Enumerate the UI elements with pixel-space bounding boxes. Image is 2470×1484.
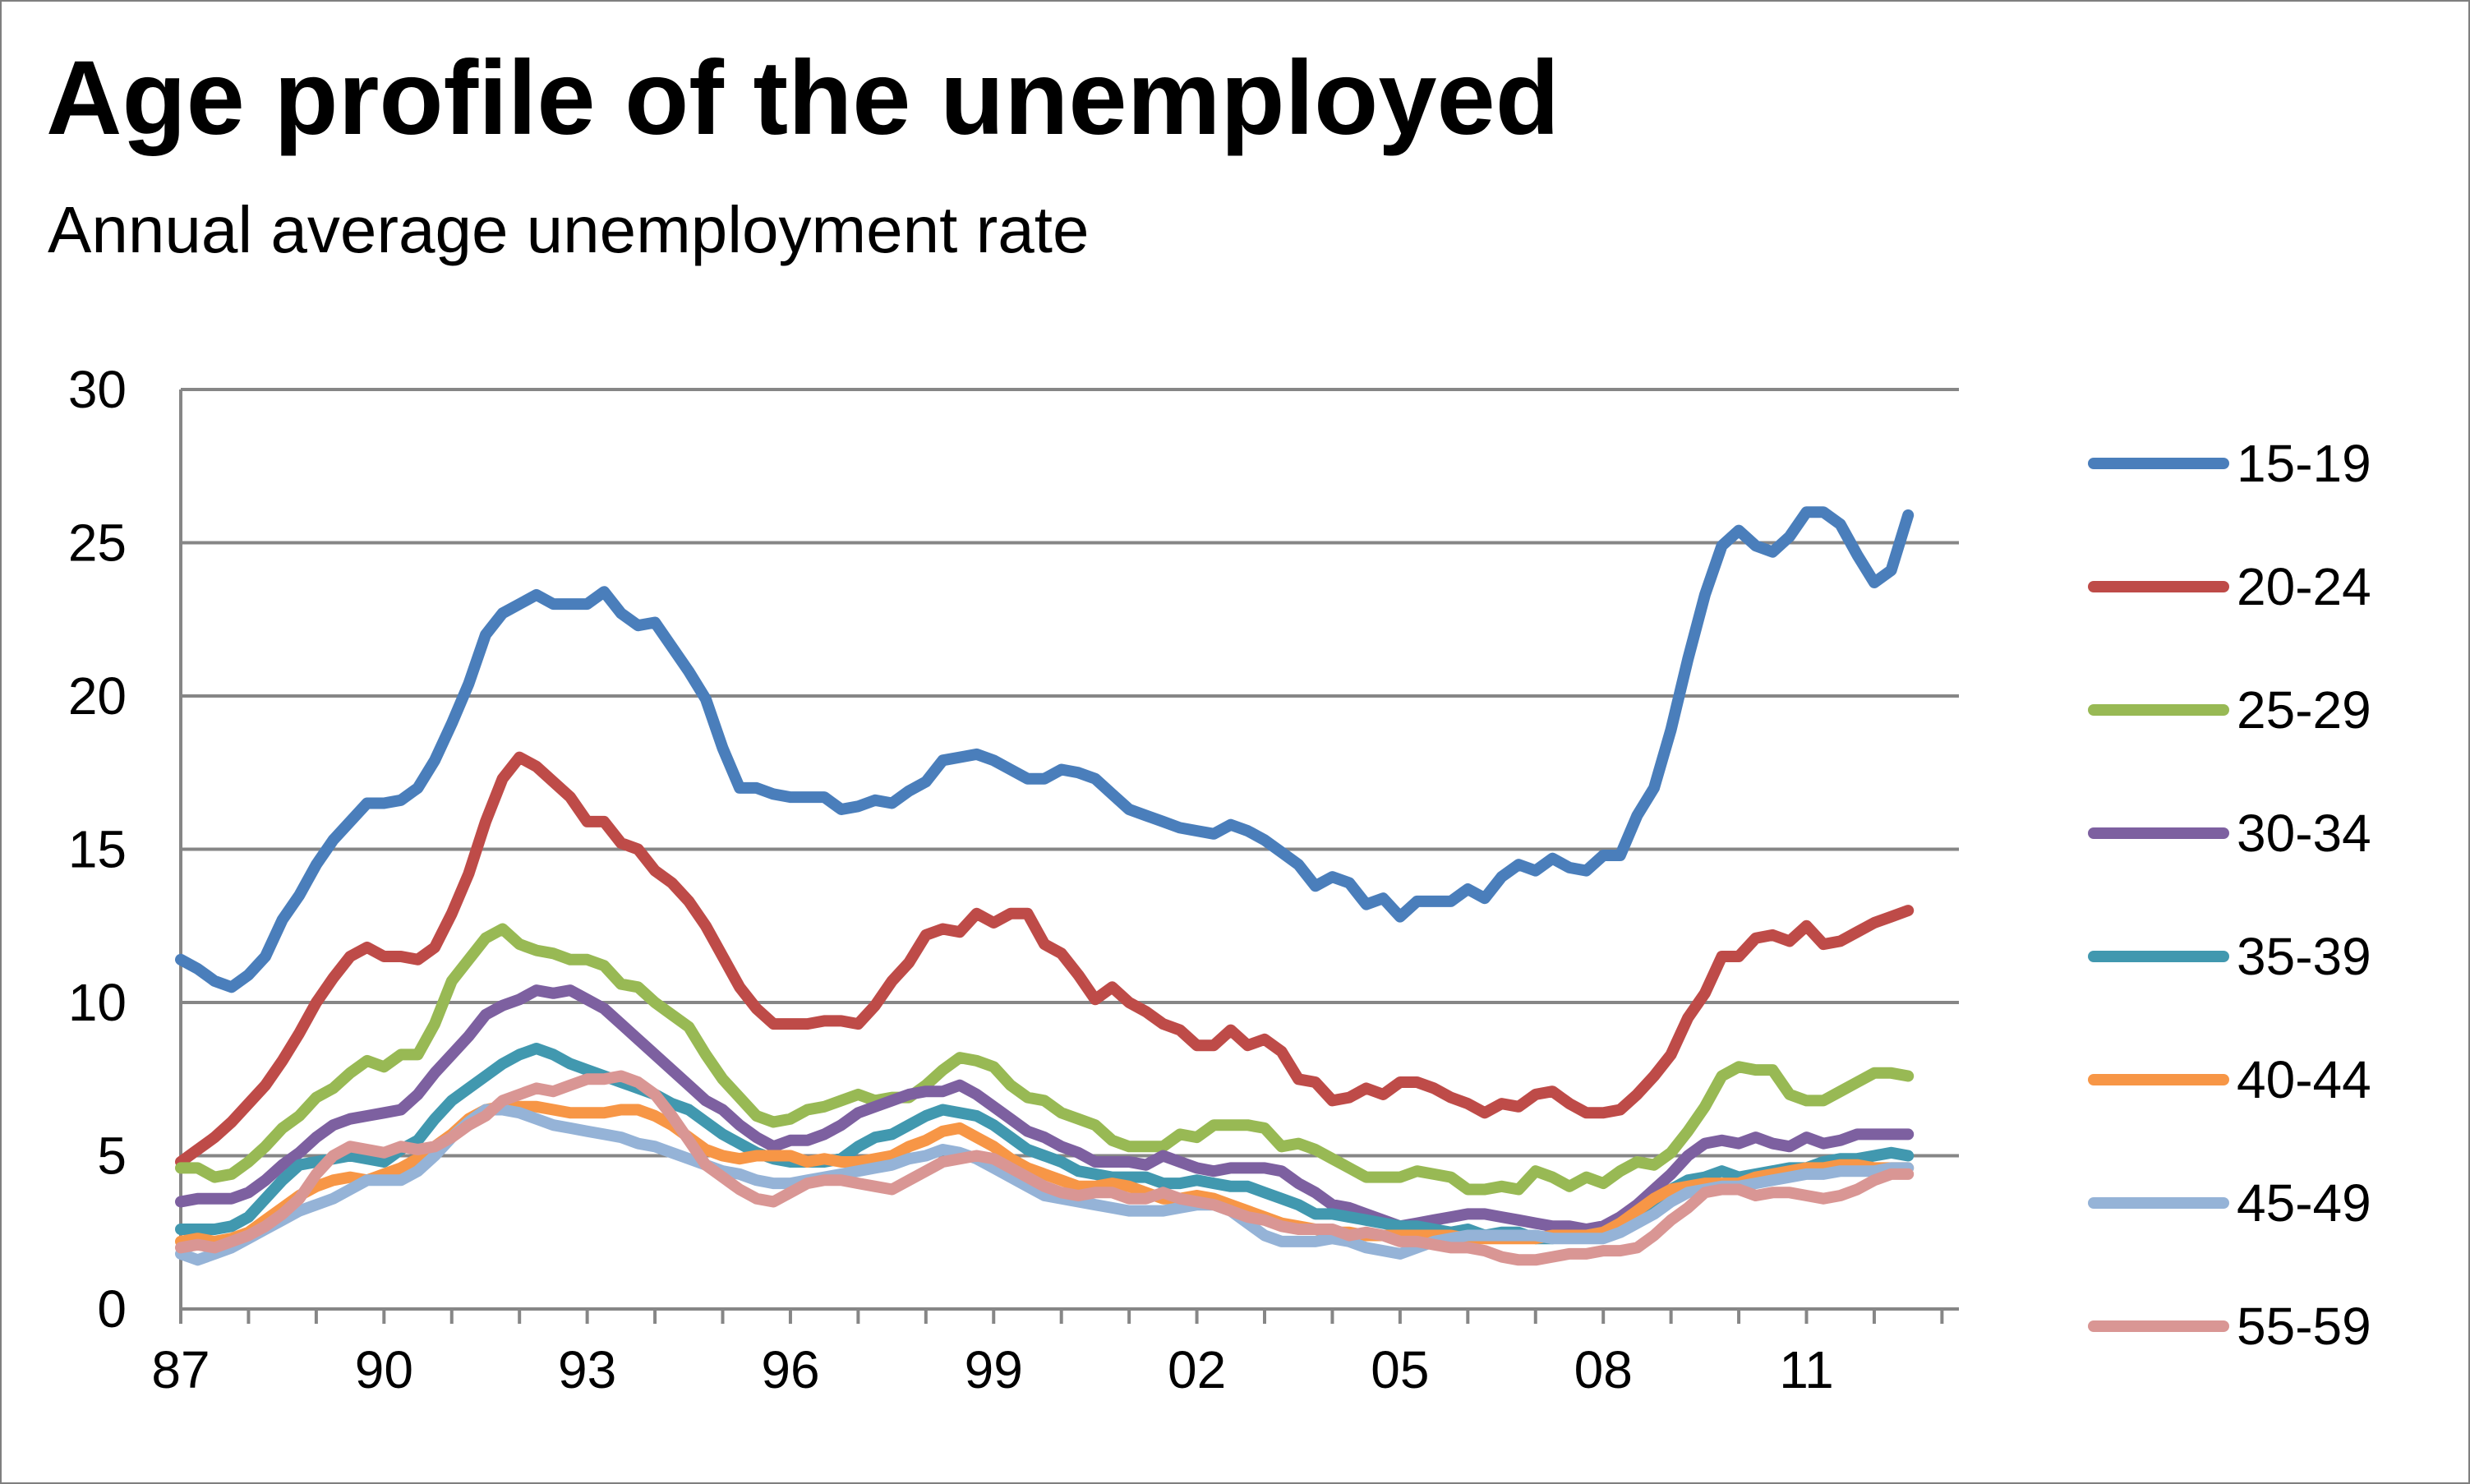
legend: 15-19 20-24 25-29 30-34 35-39 40-44 45-49 55-59 xyxy=(2088,434,2371,1356)
y-tick-label: 25 xyxy=(68,514,127,573)
chart-title: Age profile of the unemployed xyxy=(46,39,1560,157)
x-tick-label: 93 xyxy=(558,1340,616,1399)
y-tick-label: 15 xyxy=(68,820,127,879)
series-line-55-59 xyxy=(175,1070,1915,1266)
legend-label: 40-44 xyxy=(2237,1050,2371,1109)
series-line-15-19 xyxy=(175,506,1915,993)
series-line-20-24 xyxy=(175,751,1915,1168)
x-tick-label: 90 xyxy=(355,1340,413,1399)
legend-label: 30-34 xyxy=(2237,804,2371,863)
legend-label: 55-59 xyxy=(2237,1297,2371,1356)
y-tick-label: 0 xyxy=(97,1279,127,1339)
x-tick-label: 99 xyxy=(965,1340,1023,1399)
legend-label: 20-24 xyxy=(2237,557,2371,616)
series-line-25-29 xyxy=(175,923,1915,1196)
x-tick-label: 05 xyxy=(1371,1340,1429,1399)
x-tick-label: 87 xyxy=(151,1340,210,1399)
x-tick-label: 08 xyxy=(1574,1340,1633,1399)
legend-label: 25-29 xyxy=(2237,680,2371,740)
legend-label: 15-19 xyxy=(2237,434,2371,493)
y-tick-label: 30 xyxy=(68,360,127,419)
series-lines xyxy=(175,506,1915,1266)
chart-subtitle: Annual average unemployment rate xyxy=(48,193,1090,266)
y-tick-label: 20 xyxy=(68,666,127,726)
x-tick-label: 96 xyxy=(761,1340,819,1399)
x-tick-label: 11 xyxy=(1779,1340,1833,1399)
legend-label: 45-49 xyxy=(2237,1173,2371,1233)
x-tick-label: 02 xyxy=(1168,1340,1226,1399)
legend-label: 35-39 xyxy=(2237,927,2371,986)
y-tick-label: 10 xyxy=(68,973,127,1032)
y-tick-label: 5 xyxy=(97,1127,127,1186)
